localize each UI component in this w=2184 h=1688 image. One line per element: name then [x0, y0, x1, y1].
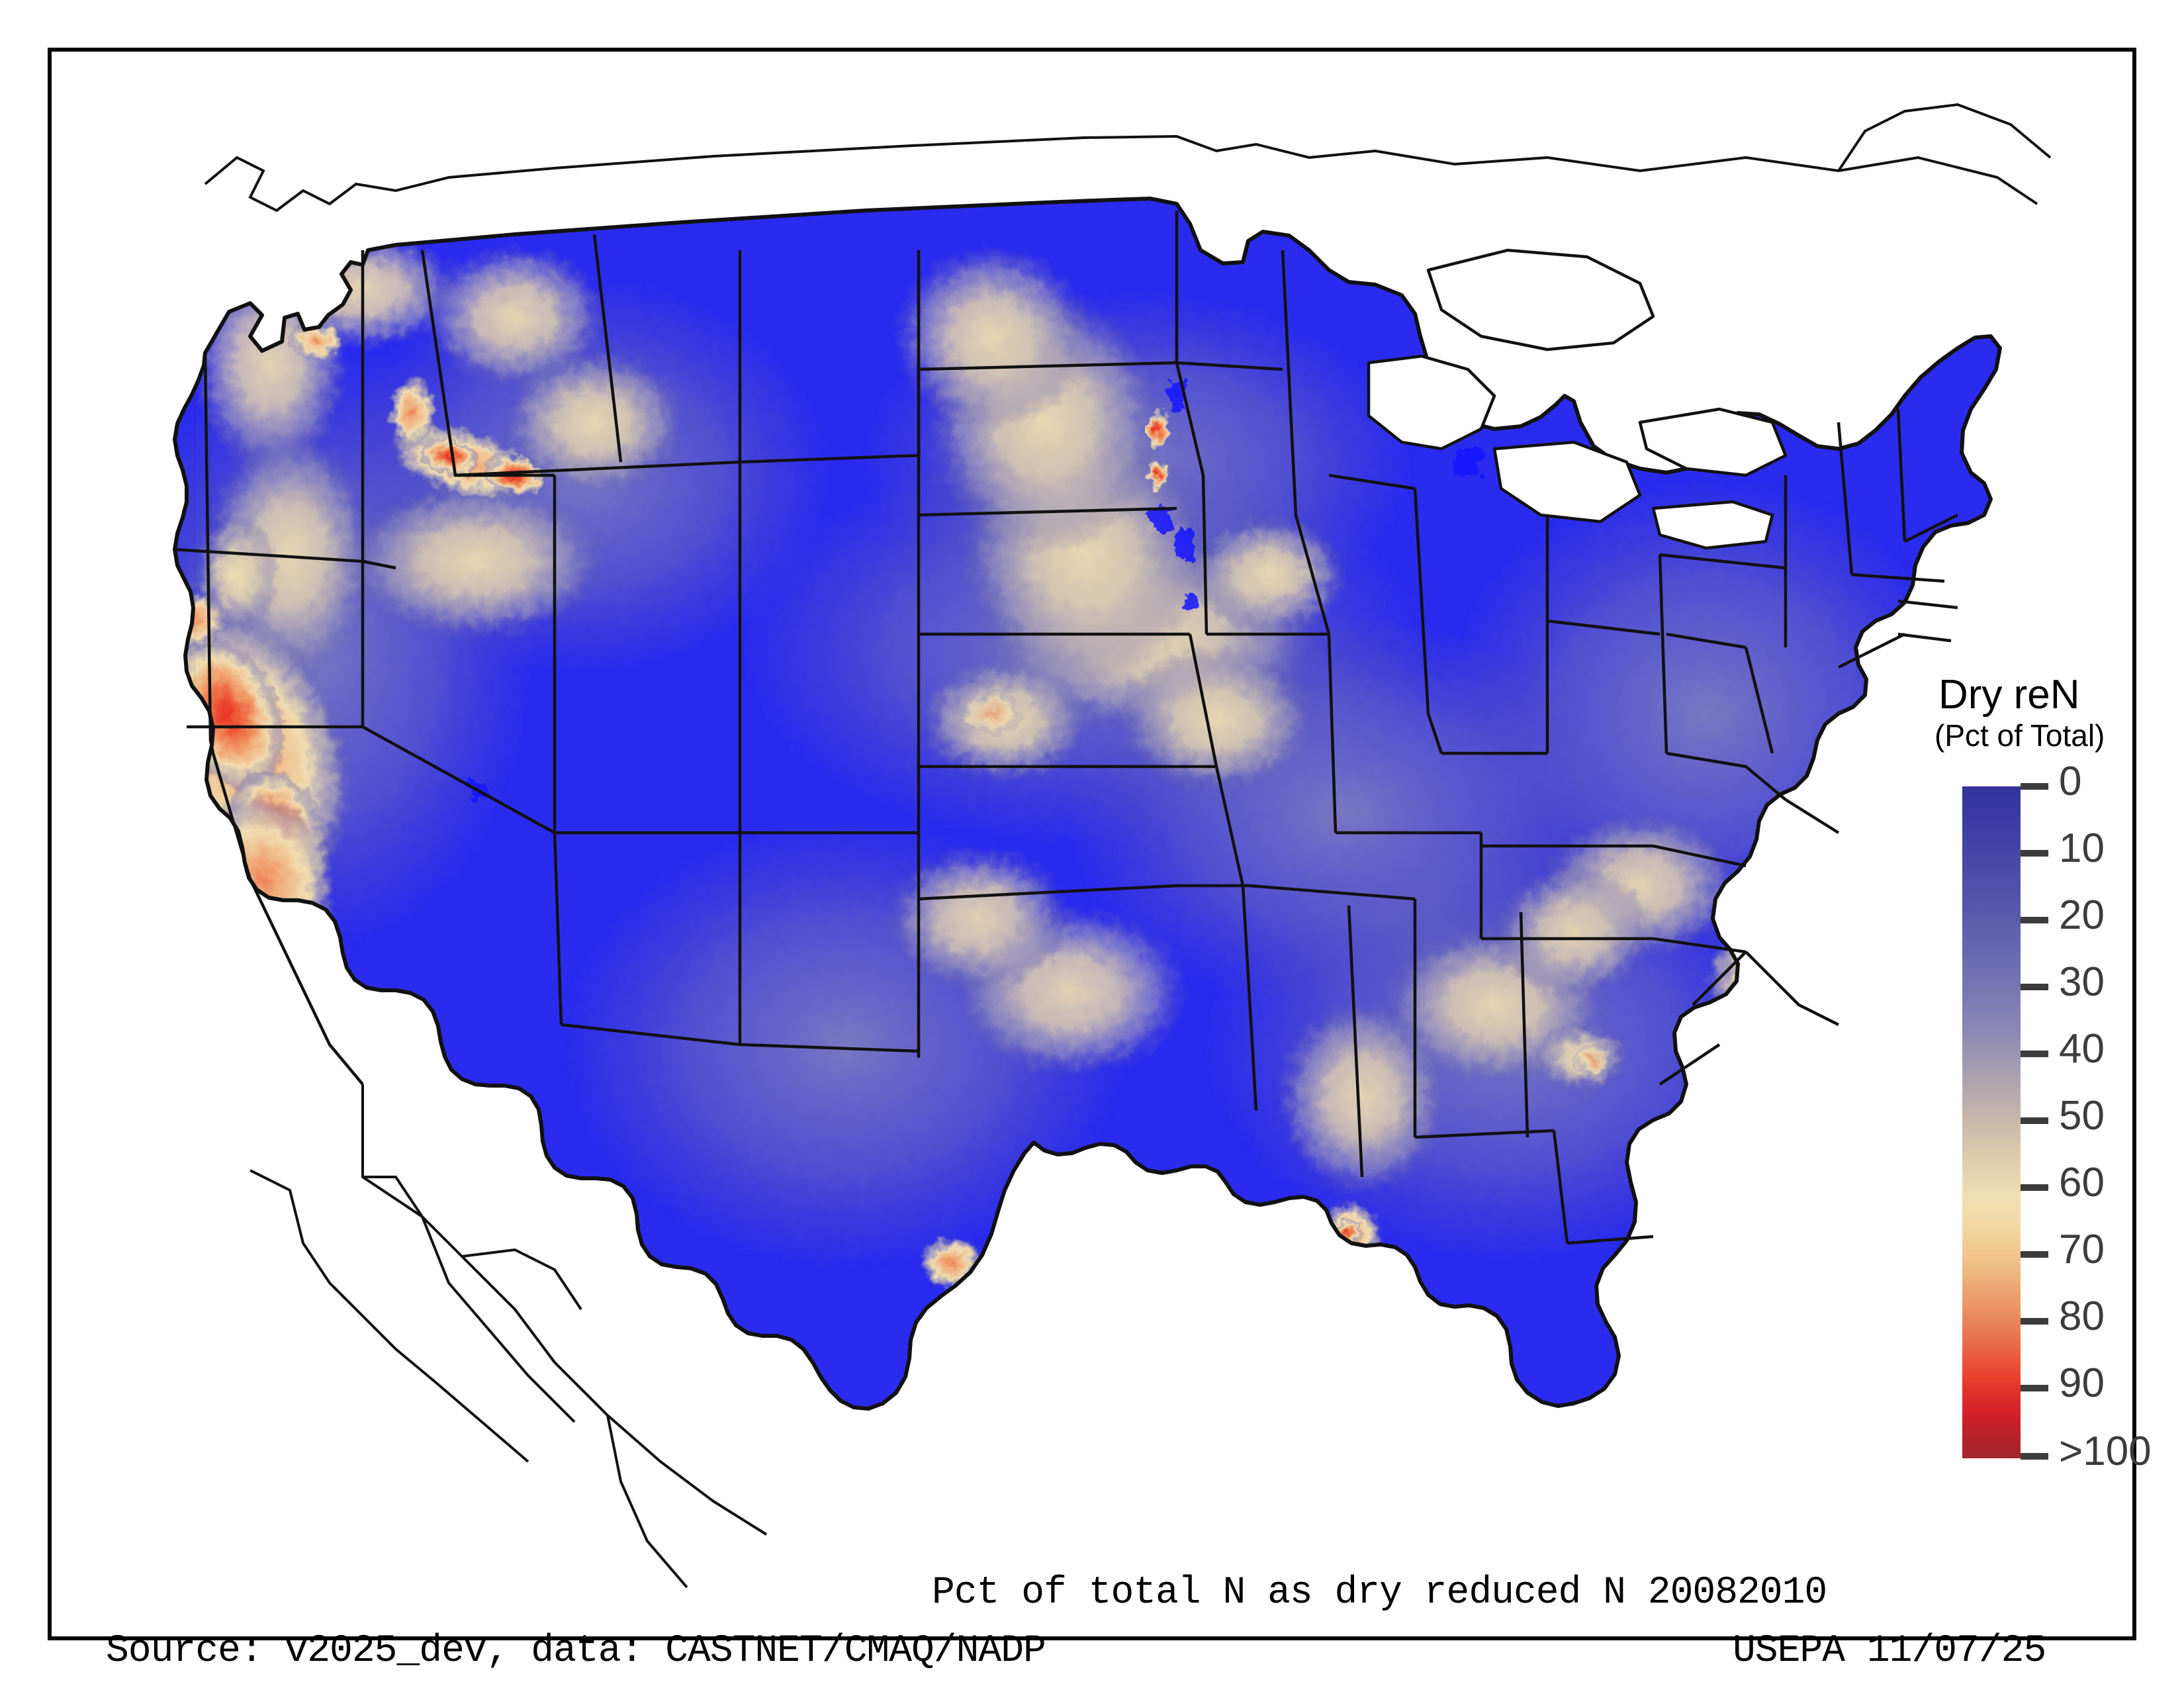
- tick-dash-icon: [2021, 1117, 2048, 1124]
- tick-label: 70: [2059, 1226, 2105, 1272]
- tick-dash-icon: [2021, 1250, 2048, 1258]
- tick-dash-icon: [2021, 849, 2048, 857]
- us-choropleth-map: [52, 52, 2132, 1636]
- legend-subtitle: (Pct of Total): [1934, 718, 2105, 753]
- tick-label: 40: [2059, 1025, 2105, 1072]
- tick-label: 90: [2059, 1360, 2105, 1406]
- tick-label: 10: [2059, 825, 2105, 871]
- tick-dash-icon: [2021, 1184, 2048, 1191]
- tick-label: 20: [2059, 892, 2105, 938]
- tick-label: 0: [2059, 758, 2082, 804]
- tick-label: 30: [2059, 959, 2105, 1005]
- tick-label: 50: [2059, 1092, 2105, 1139]
- tick-dash-icon: [2021, 916, 2048, 923]
- tick-dash-icon: [2021, 1452, 2048, 1460]
- colorbar-gradient: [1962, 786, 2021, 1458]
- map-figure-frame: Dry reN (Pct of Total) 0 10 20 30: [48, 48, 2152, 1673]
- tick-dash-icon: [2021, 983, 2048, 990]
- legend-title: Dry reN: [1938, 672, 2080, 718]
- tick-label: >100: [2059, 1428, 2152, 1474]
- neighbor-country-boundaries: [204, 103, 2052, 1589]
- tick-dash-icon: [2021, 782, 2048, 790]
- colorbar-legend: Dry reN (Pct of Total) 0 10 20 30: [1882, 674, 2166, 1475]
- tick-dash-icon: [2021, 1050, 2048, 1057]
- tick-label: 60: [2059, 1159, 2105, 1205]
- tick-dash-icon: [2021, 1384, 2048, 1391]
- map-canvas: [52, 52, 2132, 1636]
- map-caption: Pct of total N as dry reduced N 20082010: [932, 1571, 1827, 1615]
- tick-label: 80: [2059, 1293, 2105, 1339]
- state-boundaries: [175, 199, 2000, 1409]
- source-caption: Source: v2025_dev, data: CASTNET/CMAQ/NA…: [106, 1630, 1046, 1673]
- tick-dash-icon: [2021, 1317, 2048, 1325]
- agency-date-caption: USEPA 11/07/25: [1733, 1630, 2046, 1673]
